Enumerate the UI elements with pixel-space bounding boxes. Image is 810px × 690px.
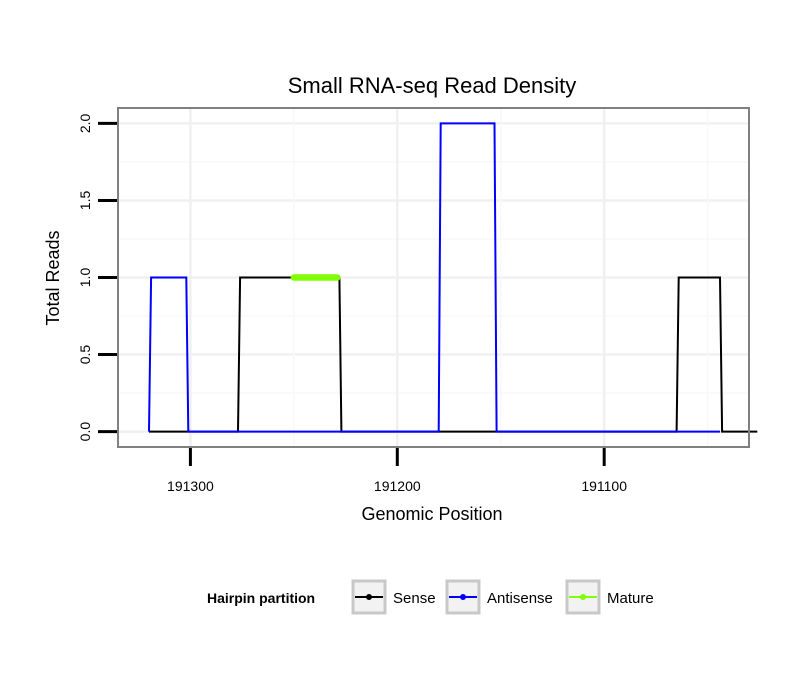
legend-item-mature[interactable]: Mature [565,579,654,615]
x-tick-label: 191300 [167,478,214,494]
y-tick-label: 0.0 [77,422,93,442]
chart-title: Small RNA-seq Read Density [288,73,577,98]
x-tick-label: 191100 [581,478,627,494]
y-tick-label: 2.0 [77,113,93,133]
x-axis-title: Genomic Position [361,504,502,524]
legend-item-antisense[interactable]: Antisense [445,579,553,615]
grid [118,108,749,447]
legend: Hairpin partition Sense Antisense Mature [207,579,654,615]
y-axis: 0.0 0.5 1.0 1.5 2.0 [77,113,117,441]
legend-dot-antisense [460,594,466,600]
y-tick-label: 0.5 [77,345,93,365]
y-axis-title: Total Reads [43,230,63,325]
y-tick-label: 1.0 [77,268,93,288]
legend-title: Hairpin partition [207,590,315,606]
y-tick-label: 1.5 [77,191,93,211]
legend-label-sense: Sense [393,590,436,607]
plot-panel-border [117,107,750,448]
series-line-antisense [148,122,720,433]
legend-label-antisense: Antisense [487,590,553,607]
legend-label-mature: Mature [607,590,654,607]
legend-item-sense[interactable]: Sense [351,579,436,615]
legend-dot-mature [580,594,586,600]
legend-dot-sense [366,594,372,600]
x-tick-label: 191200 [374,478,421,494]
series-layer [148,122,758,433]
x-axis: 191300 191200 191100 [167,448,627,494]
